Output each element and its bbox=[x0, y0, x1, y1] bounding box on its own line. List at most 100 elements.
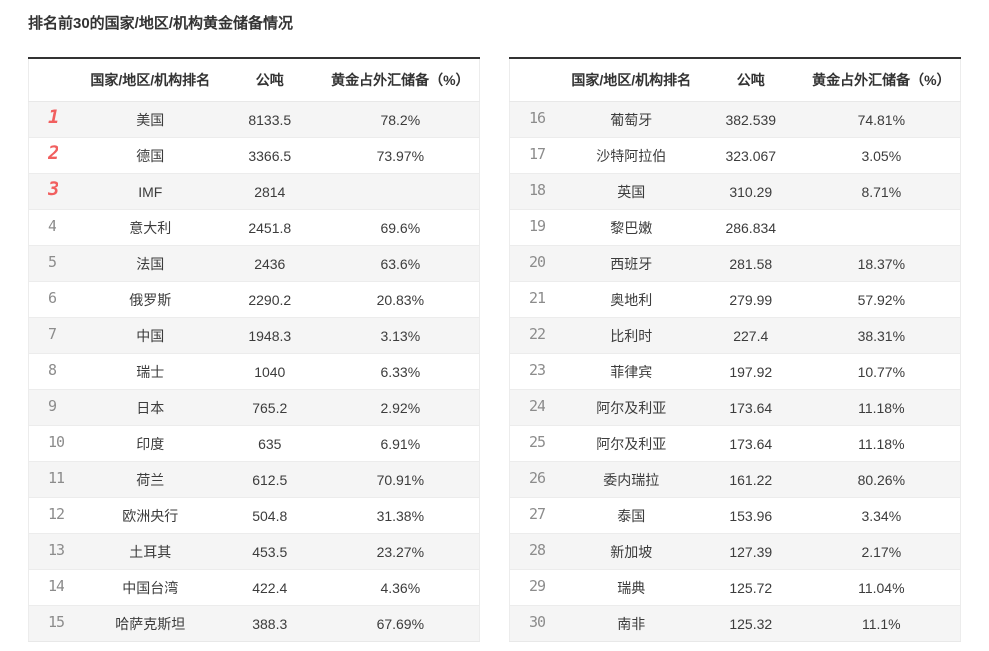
rank-number: 25 bbox=[509, 425, 564, 462]
tons-value: 127.39 bbox=[698, 533, 803, 570]
header-gold-forex-percent: 黄金占外汇储备（%） bbox=[321, 58, 480, 102]
country-name: 荷兰 bbox=[82, 461, 218, 498]
forex-percent-value: 73.97% bbox=[321, 137, 480, 174]
country-name: 中国台湾 bbox=[82, 569, 218, 606]
tons-value: 2814 bbox=[217, 173, 322, 210]
header-rank-spacer bbox=[28, 58, 83, 102]
table-row: 6 俄罗斯 2290.2 20.83% bbox=[28, 281, 480, 318]
tons-value: 125.72 bbox=[698, 569, 803, 606]
country-name: 瑞典 bbox=[563, 569, 699, 606]
forex-percent-value bbox=[321, 173, 480, 210]
rank-number: 30 bbox=[509, 605, 564, 642]
forex-percent-value: 2.92% bbox=[321, 389, 480, 426]
gold-reserves-table-left: 国家/地区/机构排名 公吨 黄金占外汇储备（%） 1 美国 8133.5 78.2% 2… bbox=[28, 57, 480, 642]
table-body-left: 1 美国 8133.5 78.2% 2 德国 3366.5 73.97% 3 IMF 2814 4 意大… bbox=[28, 101, 480, 642]
rank-number: 29 bbox=[509, 569, 564, 606]
tons-value: 504.8 bbox=[217, 497, 322, 534]
rank-number: 3 bbox=[28, 173, 83, 210]
table-row: 15 哈萨克斯坦 388.3 67.69% bbox=[28, 605, 480, 642]
table-row: 10 印度 635 6.91% bbox=[28, 425, 480, 462]
table-row: 1 美国 8133.5 78.2% bbox=[28, 101, 480, 138]
forex-percent-value: 38.31% bbox=[802, 317, 961, 354]
table-row: 21 奥地利 279.99 57.92% bbox=[509, 281, 961, 318]
forex-percent-value: 4.36% bbox=[321, 569, 480, 606]
table-row: 28 新加坡 127.39 2.17% bbox=[509, 533, 961, 570]
country-name: 英国 bbox=[563, 173, 699, 210]
country-name: 哈萨克斯坦 bbox=[82, 605, 218, 642]
table-row: 30 南非 125.32 11.1% bbox=[509, 605, 961, 642]
rank-number: 18 bbox=[509, 173, 564, 210]
tons-value: 612.5 bbox=[217, 461, 322, 498]
tables-container: 国家/地区/机构排名 公吨 黄金占外汇储备（%） 1 美国 8133.5 78.2% 2… bbox=[28, 57, 962, 642]
tons-value: 635 bbox=[217, 425, 322, 462]
table-row: 18 英国 310.29 8.71% bbox=[509, 173, 961, 210]
rank-number: 15 bbox=[28, 605, 83, 642]
tons-value: 2290.2 bbox=[217, 281, 322, 318]
table-row: 9 日本 765.2 2.92% bbox=[28, 389, 480, 426]
country-name: 中国 bbox=[82, 317, 218, 354]
forex-percent-value: 57.92% bbox=[802, 281, 961, 318]
table-row: 13 土耳其 453.5 23.27% bbox=[28, 533, 480, 570]
table-row: 11 荷兰 612.5 70.91% bbox=[28, 461, 480, 498]
forex-percent-value: 11.18% bbox=[802, 425, 961, 462]
table-row: 20 西班牙 281.58 18.37% bbox=[509, 245, 961, 282]
table-row: 16 葡萄牙 382.539 74.81% bbox=[509, 101, 961, 138]
forex-percent-value: 11.18% bbox=[802, 389, 961, 426]
tons-value: 453.5 bbox=[217, 533, 322, 570]
forex-percent-value bbox=[802, 209, 961, 246]
forex-percent-value: 31.38% bbox=[321, 497, 480, 534]
gold-reserves-table-right: 国家/地区/机构排名 公吨 黄金占外汇储备（%） 16 葡萄牙 382.539 74.… bbox=[509, 57, 961, 642]
tons-value: 3366.5 bbox=[217, 137, 322, 174]
rank-number: 14 bbox=[28, 569, 83, 606]
forex-percent-value: 3.34% bbox=[802, 497, 961, 534]
table-row: 3 IMF 2814 bbox=[28, 173, 480, 210]
forex-percent-value: 2.17% bbox=[802, 533, 961, 570]
table-row: 8 瑞士 1040 6.33% bbox=[28, 353, 480, 390]
country-name: 阿尔及利亚 bbox=[563, 389, 699, 426]
table-row: 27 泰国 153.96 3.34% bbox=[509, 497, 961, 534]
forex-percent-value: 11.1% bbox=[802, 605, 961, 642]
country-name: 法国 bbox=[82, 245, 218, 282]
forex-percent-value: 6.91% bbox=[321, 425, 480, 462]
forex-percent-value: 10.77% bbox=[802, 353, 961, 390]
forex-percent-value: 23.27% bbox=[321, 533, 480, 570]
tons-value: 279.99 bbox=[698, 281, 803, 318]
table-row: 7 中国 1948.3 3.13% bbox=[28, 317, 480, 354]
tons-value: 2451.8 bbox=[217, 209, 322, 246]
tons-value: 161.22 bbox=[698, 461, 803, 498]
table-row: 14 中国台湾 422.4 4.36% bbox=[28, 569, 480, 606]
forex-percent-value: 3.13% bbox=[321, 317, 480, 354]
header-country-rank: 国家/地区/机构排名 bbox=[82, 58, 218, 102]
tons-value: 197.92 bbox=[698, 353, 803, 390]
rank-number: 1 bbox=[48, 106, 59, 128]
forex-percent-value: 3.05% bbox=[802, 137, 961, 174]
forex-percent-value: 74.81% bbox=[857, 111, 906, 128]
forex-percent-value: 11.04% bbox=[802, 569, 961, 606]
tons-value: 422.4 bbox=[217, 569, 322, 606]
forex-percent-value: 70.91% bbox=[321, 461, 480, 498]
tons-value: 765.2 bbox=[217, 389, 322, 426]
rank-number: 16 bbox=[529, 108, 546, 127]
country-name: 德国 bbox=[82, 137, 218, 174]
tons-value: 388.3 bbox=[217, 605, 322, 642]
tons-value: 125.32 bbox=[698, 605, 803, 642]
rank-number: 19 bbox=[509, 209, 564, 246]
tons-value: 1040 bbox=[217, 353, 322, 390]
forex-percent-value: 6.33% bbox=[321, 353, 480, 390]
tons-value: 2436 bbox=[217, 245, 322, 282]
country-name: 欧洲央行 bbox=[82, 497, 218, 534]
forex-percent-value: 80.26% bbox=[802, 461, 961, 498]
country-name: 印度 bbox=[82, 425, 218, 462]
rank-number: 26 bbox=[509, 461, 564, 498]
tons-value: 310.29 bbox=[698, 173, 803, 210]
header-country-rank: 国家/地区/机构排名 bbox=[563, 58, 699, 102]
country-name: 意大利 bbox=[82, 209, 218, 246]
rank-number: 23 bbox=[509, 353, 564, 390]
country-name: 沙特阿拉伯 bbox=[563, 137, 699, 174]
table-row: 5 法国 2436 63.6% bbox=[28, 245, 480, 282]
rank-number: 2 bbox=[28, 137, 83, 174]
forex-percent-value: 78.2% bbox=[380, 111, 421, 128]
rank-number: 28 bbox=[509, 533, 564, 570]
country-name: 菲律宾 bbox=[563, 353, 699, 390]
